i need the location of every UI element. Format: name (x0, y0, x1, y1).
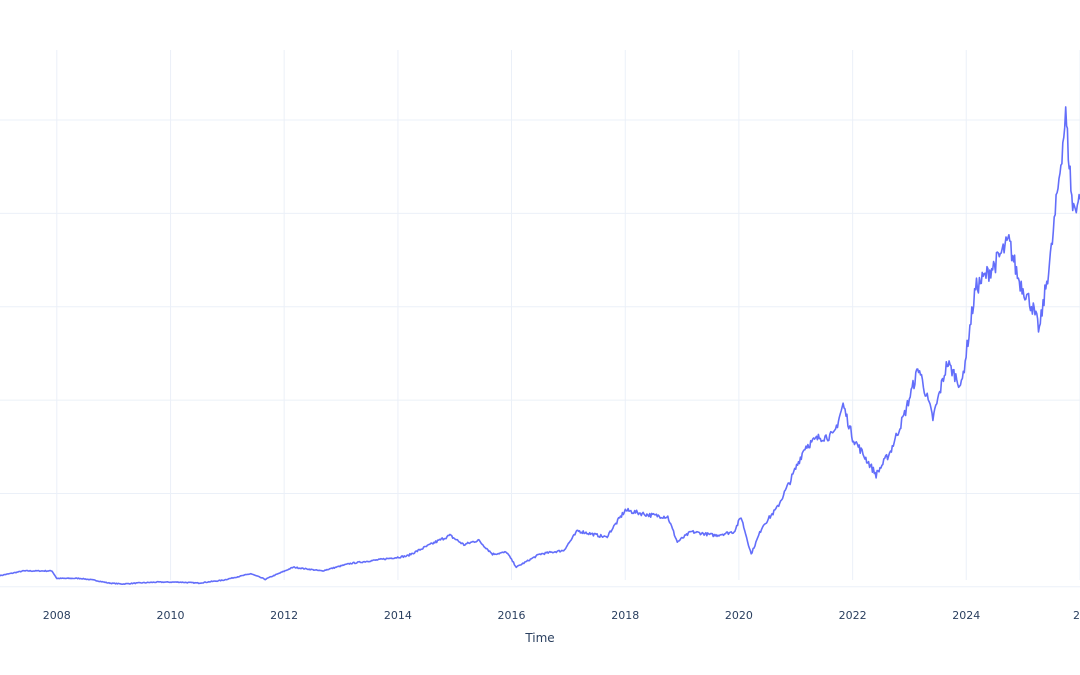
grid (0, 50, 1080, 588)
x-axis-title: Time (524, 631, 554, 645)
x-tick-label: 2024 (952, 609, 980, 622)
x-tick-label: 20 (1073, 609, 1080, 622)
x-tick-label: 2022 (839, 609, 867, 622)
x-tick-label: 2012 (270, 609, 298, 622)
x-tick-label: 2014 (384, 609, 412, 622)
series-line (0, 106, 1080, 585)
x-tick-label: 2018 (611, 609, 639, 622)
series-layer (0, 106, 1080, 585)
x-tick-label: 2008 (43, 609, 71, 622)
x-tick-label: 2016 (498, 609, 526, 622)
x-tick-label: 2010 (157, 609, 185, 622)
x-axis-ticks: 2008 2010 2012 2014 2016 2018 2020 2022 2024 20 (43, 609, 1080, 622)
x-tick-label: 2020 (725, 609, 753, 622)
